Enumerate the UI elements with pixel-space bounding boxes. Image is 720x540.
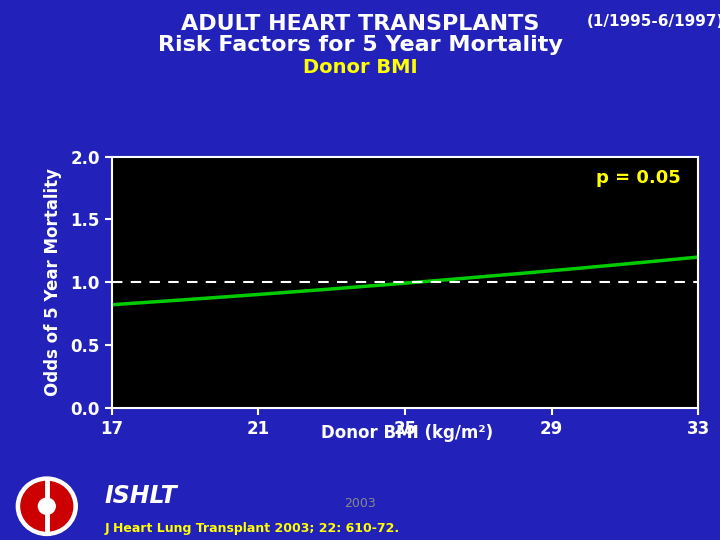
Circle shape — [38, 498, 55, 514]
Text: Risk Factors for 5 Year Mortality: Risk Factors for 5 Year Mortality — [158, 35, 562, 55]
Text: 2003: 2003 — [344, 497, 376, 510]
Circle shape — [17, 477, 77, 536]
Text: p = 0.05: p = 0.05 — [596, 169, 681, 187]
Text: Donor BMI (kg/m²): Donor BMI (kg/m²) — [320, 424, 493, 442]
Circle shape — [21, 482, 73, 531]
Text: Donor BMI: Donor BMI — [302, 58, 418, 77]
Text: ISHLT: ISHLT — [104, 484, 177, 508]
Text: ADULT HEART TRANSPLANTS: ADULT HEART TRANSPLANTS — [181, 14, 539, 33]
Y-axis label: Odds of 5 Year Mortality: Odds of 5 Year Mortality — [44, 168, 62, 396]
Text: J Heart Lung Transplant 2003; 22: 610-72.: J Heart Lung Transplant 2003; 22: 610-72… — [104, 522, 400, 535]
Text: (1/1995-6/1997): (1/1995-6/1997) — [587, 14, 720, 29]
